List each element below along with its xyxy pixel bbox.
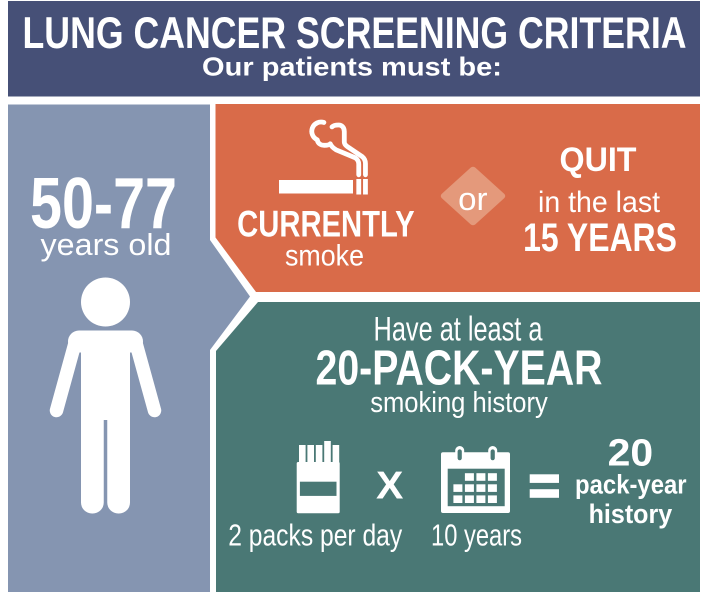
svg-text:Our patients must be:: Our patients must be: [202,52,502,81]
svg-text:20: 20 [608,432,653,474]
svg-text:pack-year: pack-year [575,470,687,499]
svg-text:10 years: 10 years [431,517,522,552]
svg-text:years old: years old [41,226,172,261]
svg-text:2 packs per day: 2 packs per day [228,518,402,552]
svg-text:Have at least a: Have at least a [374,311,543,348]
svg-text:in the last: in the last [538,187,660,220]
svg-text:50-77: 50-77 [30,163,177,244]
svg-text:15 YEARS: 15 YEARS [523,215,677,260]
svg-text:CURRENTLY: CURRENTLY [237,205,414,246]
svg-text:history: history [589,500,673,529]
svg-text:20-PACK-YEAR: 20-PACK-YEAR [316,341,603,395]
svg-text:LUNG CANCER SCREENING CRITERIA: LUNG CANCER SCREENING CRITERIA [23,8,687,58]
svg-text:or: or [458,181,488,216]
svg-text:smoke: smoke [285,239,364,273]
svg-text:smoking history: smoking history [370,386,548,419]
svg-text:X: X [376,465,404,508]
svg-text:QUIT: QUIT [560,141,637,179]
